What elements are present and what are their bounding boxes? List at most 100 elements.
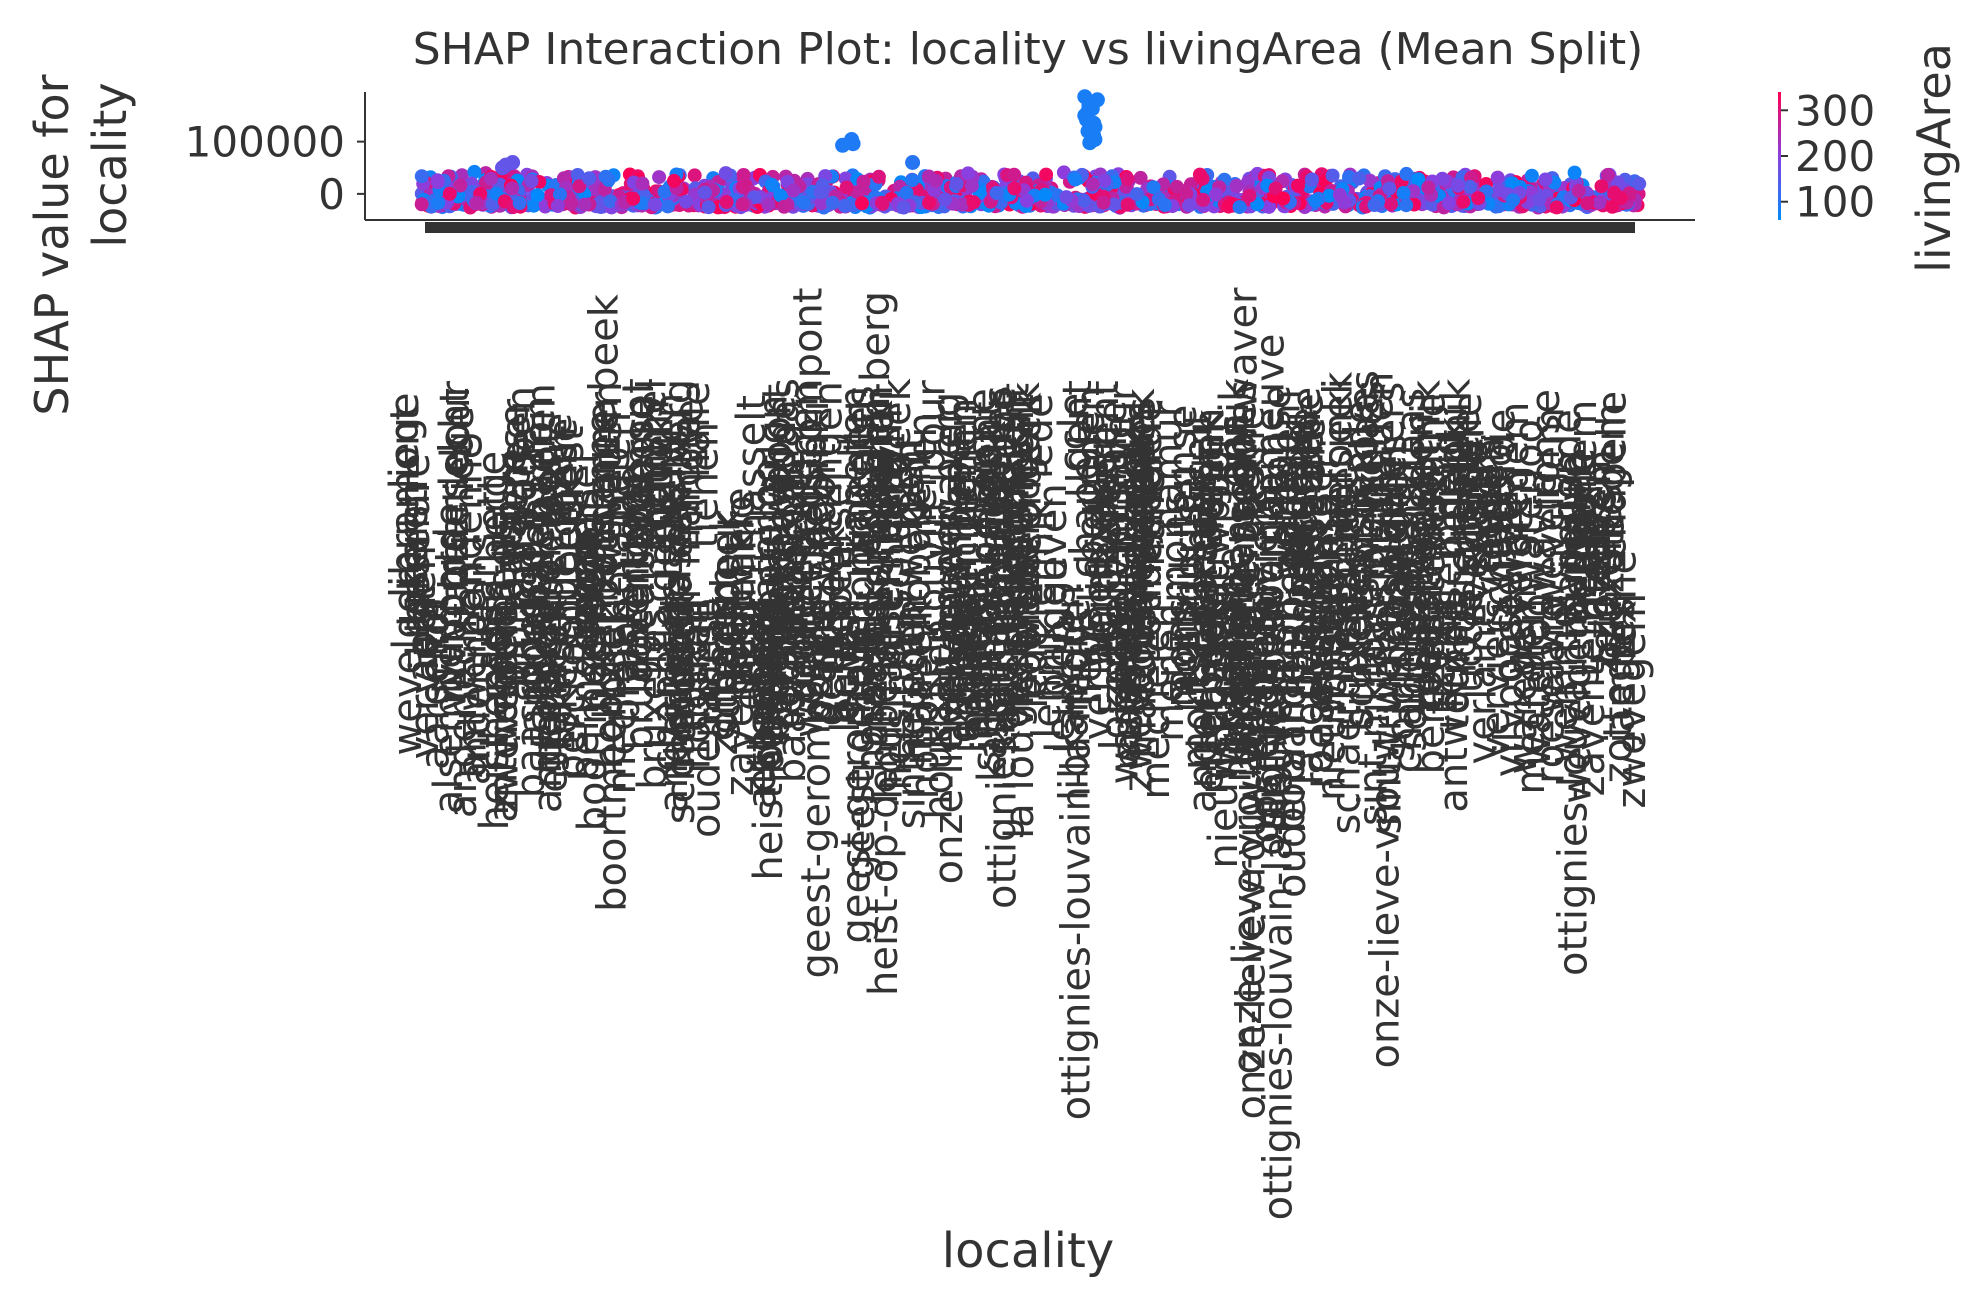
x-tick-label: kapellen <box>1397 412 1443 581</box>
x-tick-label: braine <box>603 596 649 723</box>
shap-point <box>1399 198 1414 213</box>
x-tick-label: bruxelles <box>838 385 884 567</box>
shap-point <box>1291 178 1305 193</box>
shap-point <box>660 199 675 214</box>
shap-point <box>1322 188 1337 203</box>
x-tick-label: dour <box>1100 384 1146 476</box>
x-tick-label: halle <box>1090 400 1136 497</box>
x-tick-label: baasrode <box>769 452 815 637</box>
shap-point <box>1549 200 1564 215</box>
x-tick-label: aarschot <box>413 596 459 770</box>
shap-point-outlier <box>835 137 851 153</box>
x-tick-label: oostende <box>1485 497 1531 682</box>
x-tick-label: vilvoorde <box>429 527 475 711</box>
x-tick-label: leuven <box>823 598 869 733</box>
x-tick-label-visible: boortmeerbeek <box>581 293 627 603</box>
x-tick-label: geel <box>480 532 526 618</box>
x-tick-label-visible: lokeren <box>1084 456 1130 603</box>
shap-point <box>431 195 446 210</box>
x-tick-label: lokeren <box>541 598 587 745</box>
shap-point <box>964 178 979 193</box>
x-tick-label: lede <box>1464 466 1510 552</box>
x-tick-label: heist-op-den-berg <box>746 523 792 881</box>
x-tick-label: jette <box>1306 577 1352 670</box>
x-tick-label: aalst <box>786 452 832 549</box>
x-tick-label: lede <box>1284 387 1330 473</box>
x-tick-label: diest <box>547 426 593 524</box>
shap-point <box>679 194 694 209</box>
x-tick-label-visible: soignies <box>1370 434 1416 598</box>
x-tick-label: helsinki <box>856 389 902 542</box>
x-tick-label: oostende <box>1337 400 1383 585</box>
shap-point-outlier <box>1082 135 1098 151</box>
shap-point <box>1505 176 1520 191</box>
x-tick-label: tienen <box>1419 588 1465 715</box>
x-tick-label: evere <box>1443 409 1489 522</box>
shap-point <box>966 195 981 210</box>
x-tick-label-visible: ottignies-louvain-la-neuve <box>1248 334 1294 856</box>
shap-point <box>1421 180 1436 195</box>
x-tick-label: halle <box>1558 448 1604 545</box>
x-tick-label: aarschot <box>1218 416 1264 590</box>
x-tick-label: brugge <box>753 598 799 741</box>
x-tick-label: roeselare <box>393 453 439 639</box>
x-tick-label: jambes <box>943 608 989 754</box>
x-tick-label: zaventem <box>717 598 763 796</box>
x-tick-label: diest <box>685 603 731 701</box>
x-tick-label: leuven <box>1038 618 1084 753</box>
x-tick-label-visible: arlon <box>486 498 532 600</box>
x-tick-label: beersel <box>1181 505 1227 653</box>
x-axis-label: locality <box>942 1223 1114 1279</box>
x-tick-label: berchem <box>747 598 793 774</box>
shap-point <box>735 197 750 212</box>
x-tick-label: diest <box>1572 523 1618 621</box>
x-tick-label: aalst <box>399 586 445 683</box>
x-tick-label: halle <box>834 618 880 715</box>
x-tick-label: aalst <box>1185 447 1231 544</box>
shap-point <box>484 171 498 186</box>
x-tick-label: helsinki <box>875 638 921 791</box>
x-tick-label: hoboken <box>659 598 705 769</box>
x-tick-label: baasrode <box>769 598 815 783</box>
x-tick-label: sint-niklaas <box>762 378 808 606</box>
x-tick-label: hasselt <box>848 630 894 773</box>
x-tick-label: spa <box>934 436 980 507</box>
x-tick-label: berchem <box>549 603 595 779</box>
x-tick-label: geest-gerompont <box>793 633 839 978</box>
shap-point <box>1157 198 1172 212</box>
shap-point <box>1129 187 1144 202</box>
x-tick-label: mons <box>476 582 522 692</box>
x-tick-label: verlaine <box>854 450 900 611</box>
x-tick-label: oostende <box>1242 658 1288 843</box>
x-tick-label: wemmel <box>786 567 832 738</box>
x-tick-label: namur <box>976 501 1022 632</box>
shap-point <box>1221 199 1236 214</box>
x-tick-label: lennik <box>1434 378 1480 500</box>
x-tick-label: ans <box>698 598 744 669</box>
x-tick-label: braine <box>796 598 842 725</box>
x-tick-label: soignies <box>1378 598 1424 762</box>
x-tick-label: mechelen <box>599 598 645 795</box>
x-tick-label: andenne <box>1281 407 1327 582</box>
x-tick-label: balen <box>993 598 1039 709</box>
x-tick-label: soignies <box>1390 588 1436 752</box>
x-tick-label-visible: berchem <box>541 427 587 603</box>
x-tick-label: evere <box>753 603 799 716</box>
shap-point <box>874 195 889 210</box>
shap-point <box>786 183 801 198</box>
x-tick-label: heist-op-den-berg <box>472 472 518 830</box>
x-tick-label: halle <box>673 381 719 478</box>
x-tick-label: roeselare <box>1527 598 1573 784</box>
shap-point <box>1268 181 1283 196</box>
shap-point <box>512 196 527 210</box>
shap-point <box>1019 193 1034 208</box>
x-tick-label: boom <box>576 600 622 713</box>
x-tick-label: jambes <box>1119 397 1165 543</box>
colorbar-tick-label: 100 <box>1795 178 1875 227</box>
shap-point <box>572 179 587 194</box>
x-tick-label: wavre <box>1527 593 1573 714</box>
x-tick-label-visible: beersel <box>527 455 573 603</box>
x-tick-label: alsemberg <box>740 598 786 809</box>
shap-point <box>764 177 779 192</box>
x-tick-label: ans <box>467 603 513 674</box>
